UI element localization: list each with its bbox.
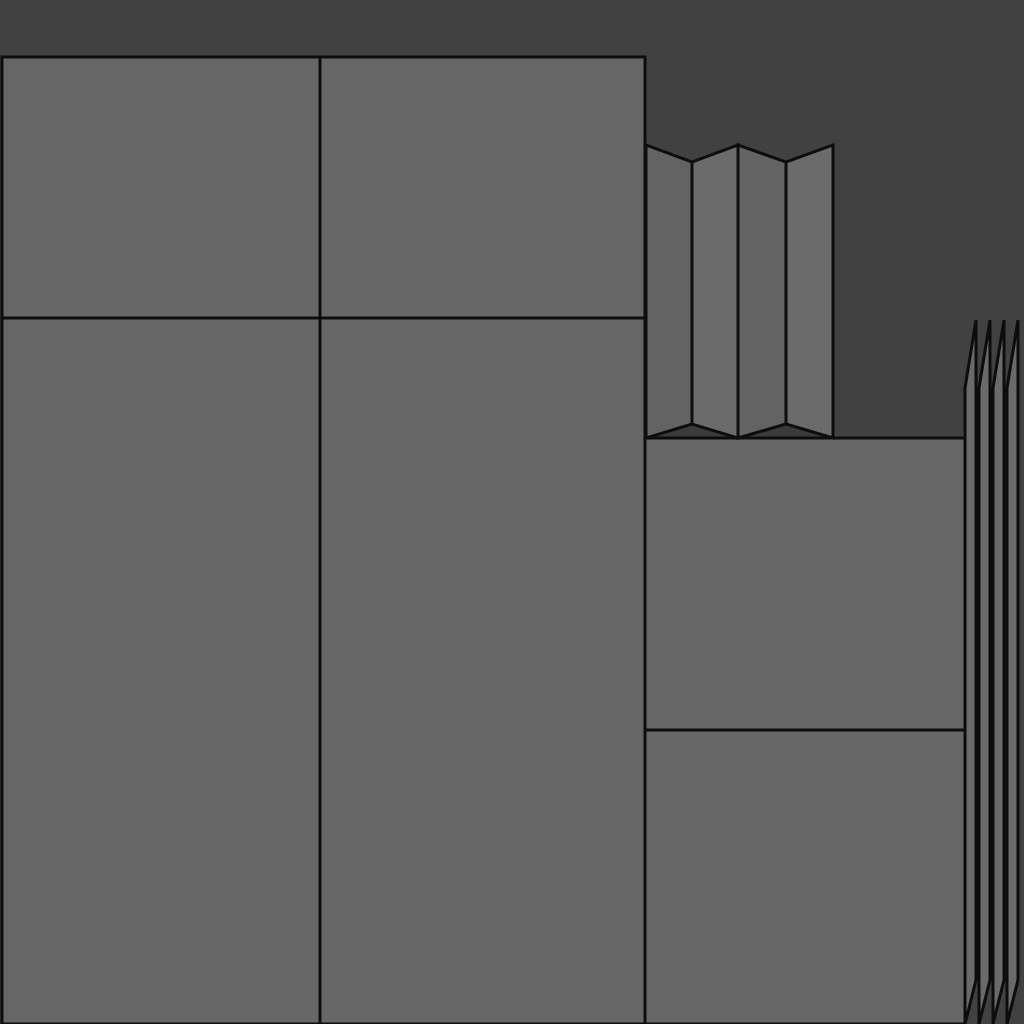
bellows-face-1 xyxy=(644,142,694,441)
bellows-strip-2 xyxy=(977,319,992,1024)
divider-group xyxy=(2,55,967,1024)
accordion-bellows-edge xyxy=(963,319,1020,1024)
panel-top-left xyxy=(0,55,322,320)
bellows-strip-3 xyxy=(991,319,1006,1024)
bellows-strip-1 xyxy=(963,319,978,1024)
bellows-face-4 xyxy=(784,142,835,441)
accordion-bellows-main xyxy=(644,142,835,441)
bellows-face-3 xyxy=(736,142,788,440)
panel-top-mid xyxy=(318,55,647,320)
bellows-face-2 xyxy=(690,142,740,441)
panel-right-lower xyxy=(643,728,967,1024)
panel-bottom-mid xyxy=(318,316,647,1024)
bellows-strip-4 xyxy=(1005,319,1020,1024)
panel-bottom-left xyxy=(0,316,322,1024)
panel-right-upper xyxy=(643,436,967,732)
